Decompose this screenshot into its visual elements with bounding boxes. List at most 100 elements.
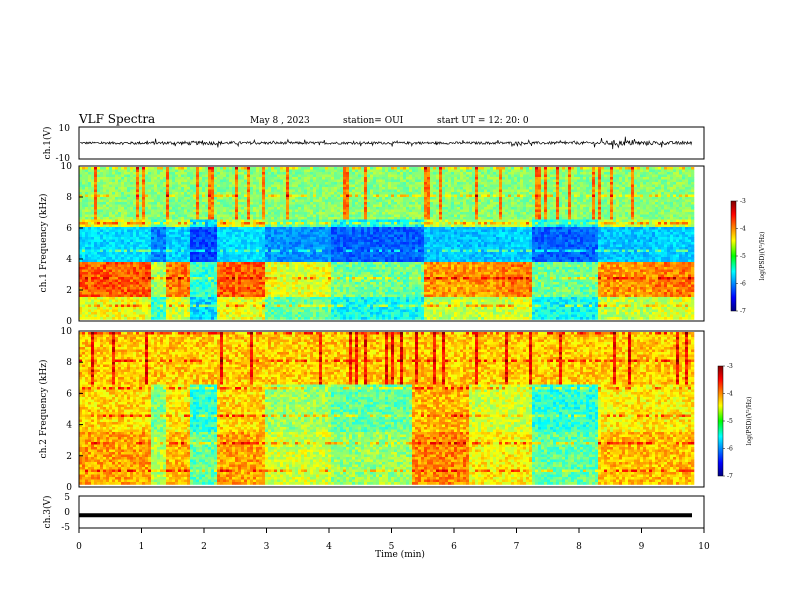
spectrogram-cell: [127, 172, 130, 175]
spectrogram-cell: [259, 282, 262, 285]
spectrogram-cell: [271, 242, 274, 245]
spectrogram-cell: [175, 175, 178, 178]
spectrogram-cell: [322, 245, 325, 248]
spectrogram-cell: [304, 185, 307, 188]
spectrogram-cell: [121, 302, 124, 305]
spectrogram-cell: [109, 290, 112, 293]
spectrogram-cell: [106, 292, 109, 295]
spectrogram-cell: [184, 212, 187, 215]
spectrogram-cell: [298, 245, 301, 248]
spectrogram-cell: [151, 272, 154, 275]
spectrogram-cell: [151, 295, 154, 298]
spectrogram-cell: [154, 310, 157, 313]
spectrogram-cell: [166, 167, 169, 170]
spectrogram-cell: [289, 230, 292, 233]
spectrogram-cell: [94, 185, 97, 188]
spectrogram-cell: [241, 212, 244, 215]
spectrogram-cell: [235, 210, 238, 213]
spectrogram-cell: [208, 190, 211, 193]
spectrogram-cell: [226, 255, 229, 258]
spectrogram-cell: [142, 215, 145, 218]
spectrogram-cell: [157, 285, 160, 288]
spectrogram-cell: [259, 252, 262, 255]
spectrogram-cell: [157, 262, 160, 265]
spectrogram-cell: [229, 200, 232, 203]
spectrogram-cell: [196, 220, 199, 223]
spectrogram-cell: [121, 290, 124, 293]
spectrogram-cell: [226, 280, 229, 283]
spectrogram-cell: [133, 255, 136, 258]
spectrogram-cell: [151, 267, 154, 270]
spectrogram-cell: [259, 197, 262, 200]
spectrogram-cell: [250, 240, 253, 243]
spectrogram-cell: [247, 210, 250, 213]
spectrogram-cell: [175, 220, 178, 223]
spectrogram-cell: [112, 237, 115, 240]
spectrogram-cell: [127, 220, 130, 223]
spectrogram-cell: [295, 267, 298, 270]
spectrogram-cell: [157, 237, 160, 240]
spectrogram-cell: [274, 240, 277, 243]
spectrogram-cell: [91, 272, 94, 275]
spectrogram-cell: [160, 195, 163, 198]
spectrogram-cell: [211, 270, 214, 273]
spectrogram-cell: [286, 270, 289, 273]
spectrogram-cell: [271, 262, 274, 265]
spectrogram-cell: [163, 215, 166, 218]
spectrogram-cell: [88, 307, 91, 310]
spectrogram-cell: [112, 280, 115, 283]
spectrogram-cell: [223, 237, 226, 240]
spectrogram-cell: [235, 235, 238, 238]
spectrogram-cell: [163, 287, 166, 290]
spectrogram-cell: [316, 182, 319, 185]
spectrogram-cell: [244, 295, 247, 298]
spectrogram-cell: [286, 200, 289, 203]
spectrogram-cell: [121, 237, 124, 240]
spectrogram-cell: [178, 287, 181, 290]
spectrogram-cell: [184, 275, 187, 278]
spectrogram-cell: [103, 225, 106, 228]
spectrogram-cell: [286, 287, 289, 290]
spectrogram-cell: [271, 300, 274, 303]
spectrogram-cell: [178, 255, 181, 258]
spectrogram-cell: [313, 205, 316, 208]
spectrogram-cell: [259, 232, 262, 235]
spectrogram-cell: [322, 257, 325, 260]
spectrogram-cell: [166, 257, 169, 260]
spectrogram-cell: [193, 270, 196, 273]
spectrogram-cell: [286, 187, 289, 190]
spectrogram-cell: [301, 175, 304, 178]
spectrogram-cell: [106, 180, 109, 183]
spectrogram-cell: [142, 280, 145, 283]
spectrogram-cell: [295, 317, 298, 320]
spectrogram-cell: [268, 202, 271, 205]
spectrogram-cell: [97, 245, 100, 248]
spectrogram-cell: [235, 202, 238, 205]
spectrogram-cell: [133, 230, 136, 233]
spectrogram-cell: [139, 185, 142, 188]
spectrogram-cell: [265, 302, 268, 305]
spectrogram-cell: [202, 252, 205, 255]
spectrogram-cell: [313, 252, 316, 255]
spectrogram-cell: [154, 212, 157, 215]
spectrogram-cell: [130, 277, 133, 280]
spectrogram-cell: [157, 217, 160, 220]
spectrogram-cell: [232, 167, 235, 170]
spectrogram-cell: [175, 217, 178, 220]
spectrogram-cell: [298, 317, 301, 320]
spectrogram-cell: [163, 230, 166, 233]
spectrogram-cell: [244, 192, 247, 195]
spectrogram-cell: [94, 192, 97, 195]
spectrogram-cell: [121, 185, 124, 188]
spectrogram-cell: [295, 170, 298, 173]
spectrogram-cell: [223, 235, 226, 238]
spectrogram-cell: [265, 240, 268, 243]
spectrogram-cell: [271, 222, 274, 225]
spectrogram-cell: [130, 297, 133, 300]
spectrogram-cell: [196, 270, 199, 273]
spectrogram-cell: [82, 302, 85, 305]
spectrogram-cell: [298, 302, 301, 305]
spectrogram-cell: [139, 287, 142, 290]
spectrogram-cell: [133, 317, 136, 320]
spectrogram-cell: [262, 257, 265, 260]
